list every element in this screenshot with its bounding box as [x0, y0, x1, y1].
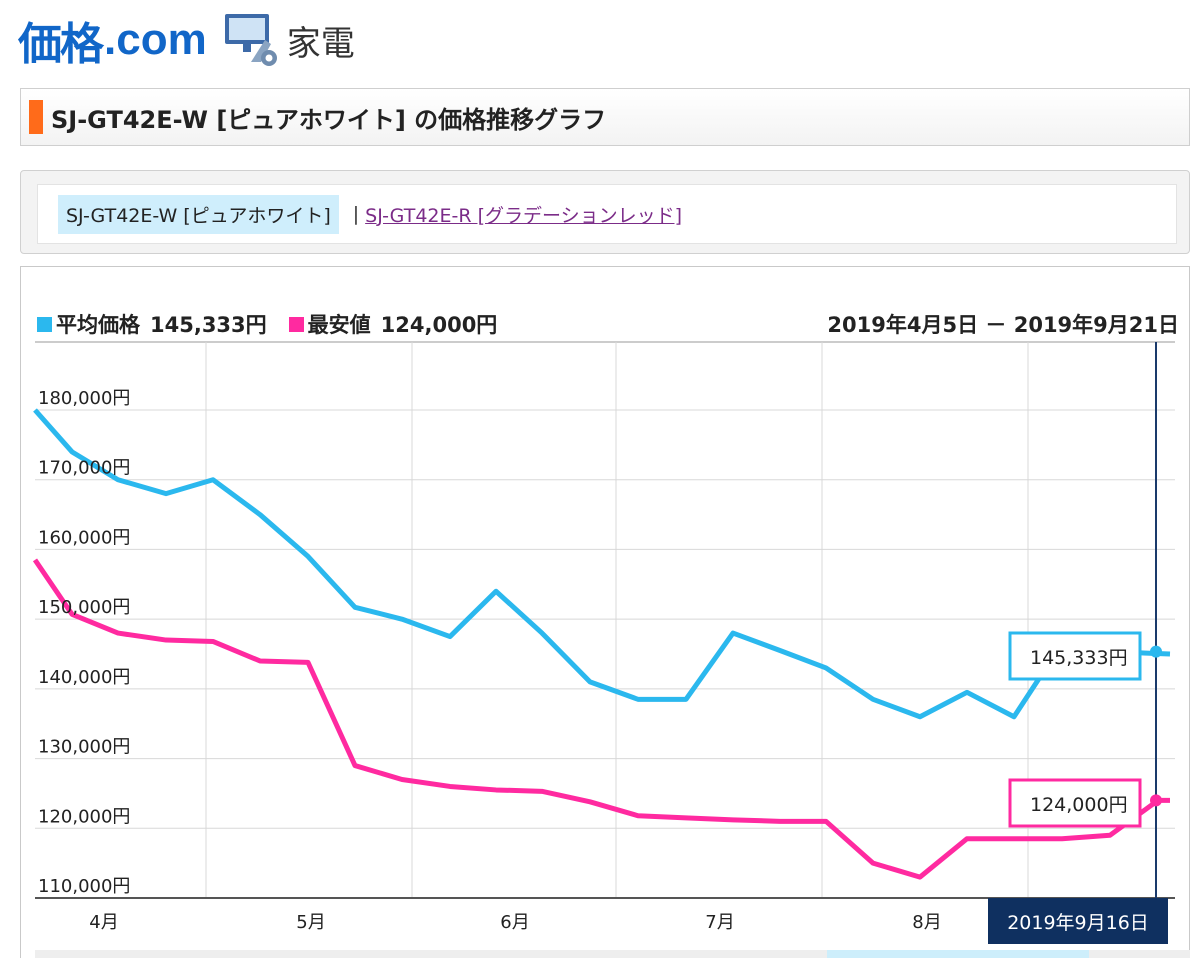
- range-scrollbar-thumb[interactable]: [827, 950, 1089, 958]
- variant-selector: SJ-GT42E-W [ピュアホワイト] | SJ-GT42E-R [グラデーシ…: [20, 170, 1190, 254]
- legend-lowest: 最安値 124,000円: [288, 309, 498, 339]
- x-month-label: 6月: [500, 912, 529, 933]
- y-tick-label: 160,000円: [38, 527, 130, 548]
- y-tick-label: 150,000円: [38, 597, 130, 618]
- series-point-average[interactable]: [1150, 645, 1162, 658]
- legend-average: 平均価格 145,333円: [37, 309, 267, 339]
- range-scrollbar[interactable]: [35, 950, 1190, 958]
- series-point-lowest[interactable]: [1150, 794, 1162, 807]
- series-line-average: [33, 408, 1171, 720]
- y-tick-label: 170,000円: [38, 458, 130, 479]
- legend-average-swatch: [37, 316, 52, 332]
- site-logo[interactable]: 価格 .com 家電: [18, 4, 355, 76]
- variant-current: SJ-GT42E-W [ピュアホワイト]: [58, 194, 339, 234]
- tooltip-lowest-box: [1008, 778, 1142, 828]
- x-month-label: 4月: [89, 912, 118, 933]
- series-line-lowest: [32, 558, 1170, 880]
- tooltip-date-box: [988, 898, 1168, 944]
- y-tick-label: 110,000円: [38, 876, 130, 897]
- legend-average-value: 145,333円: [150, 313, 267, 337]
- x-month-label: 8月: [912, 912, 941, 933]
- y-tick-label: 140,000円: [38, 667, 130, 688]
- price-chart-frame: 平均価格 145,333円 最安値 124,000円 2019年4月5日 － 2…: [20, 266, 1190, 958]
- tooltip-average-value: 145,333円: [1030, 647, 1128, 669]
- tooltip-lowest-value: 124,000円: [1030, 794, 1128, 816]
- legend-lowest-swatch: [288, 316, 304, 332]
- category-label[interactable]: 家電: [286, 23, 355, 64]
- legend-lowest-value: 124,000円: [380, 313, 498, 337]
- y-tick-label: 120,000円: [38, 806, 130, 827]
- title-accent-bar: [29, 100, 43, 134]
- legend-lowest-name: 最安値: [307, 313, 371, 337]
- variant-list: SJ-GT42E-W [ピュアホワイト] | SJ-GT42E-R [グラデーシ…: [37, 184, 1177, 244]
- page-title-bar: SJ-GT42E-W [ピュアホワイト] の価格推移グラフ: [20, 88, 1190, 146]
- variant-separator: |: [352, 203, 360, 225]
- date-range: 2019年4月5日 － 2019年9月21日: [827, 313, 1179, 337]
- appliance-icon: [224, 14, 277, 66]
- x-month-label: 5月: [296, 912, 325, 933]
- y-tick-label: 130,000円: [38, 737, 130, 758]
- y-tick-label: 180,000円: [38, 388, 130, 409]
- tooltip-date-value: 2019年9月16日: [1007, 912, 1149, 934]
- chart-legend: 平均価格 145,333円 最安値 124,000円: [37, 309, 519, 339]
- x-month-label: 7月: [705, 912, 734, 933]
- page-title: SJ-GT42E-W [ピュアホワイト] の価格推移グラフ: [51, 105, 607, 134]
- legend-average-name: 平均価格: [56, 313, 140, 337]
- variant-link-red[interactable]: SJ-GT42E-R [グラデーションレッド]: [365, 204, 683, 227]
- logo-com-text: .com: [104, 15, 207, 64]
- tooltip-average-box: [1008, 631, 1142, 681]
- logo-kakaku-text: 価格: [18, 19, 104, 70]
